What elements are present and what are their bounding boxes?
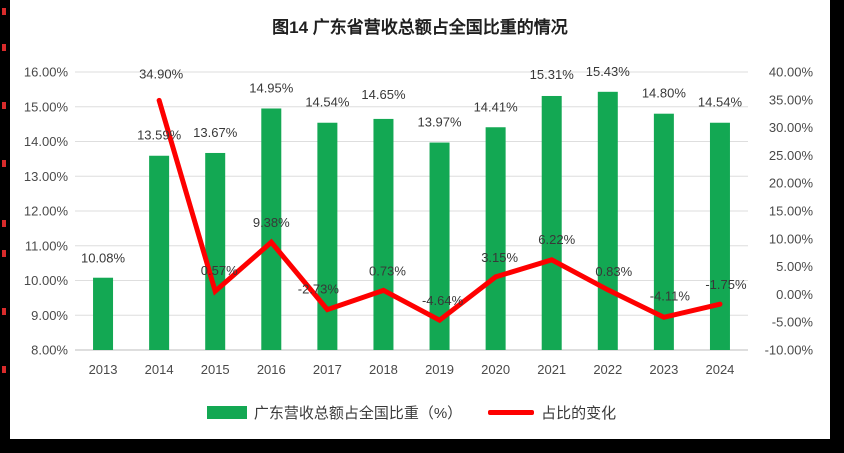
bar-2021: [541, 95, 562, 350]
svg-text:2015: 2015: [201, 362, 230, 377]
svg-text:2022: 2022: [593, 362, 622, 377]
svg-text:13.67%: 13.67%: [193, 125, 238, 140]
svg-text:-4.64%: -4.64%: [422, 293, 464, 308]
svg-text:14.80%: 14.80%: [642, 86, 687, 101]
left-axis-labels: 16.00% 15.00% 14.00% 13.00% 12.00% 11.00% 10.0…: [24, 65, 69, 358]
bar-2024: [709, 122, 730, 350]
svg-text:2023: 2023: [649, 362, 678, 377]
svg-text:0.00%: 0.00%: [776, 287, 813, 302]
svg-text:0.57%: 0.57%: [201, 263, 238, 278]
legend-item-bar: 广东营收总额占全国比重（%）: [206, 402, 463, 423]
artifact-marker: [2, 220, 6, 227]
artifact-marker: [2, 308, 6, 315]
artifact-marker: [2, 102, 6, 109]
artifact-marker: [2, 250, 6, 257]
bar-legend-swatch: [206, 406, 247, 419]
bar-2014: [149, 155, 170, 350]
svg-text:-10.00%: -10.00%: [765, 343, 814, 358]
x-axis-labels: 2013 2014 2015 2016 2017 2018 2019 2020 2021 2022…: [89, 362, 735, 377]
svg-text:13.59%: 13.59%: [137, 128, 182, 143]
svg-text:2014: 2014: [145, 362, 174, 377]
svg-text:11.00%: 11.00%: [25, 238, 69, 253]
svg-text:2016: 2016: [257, 362, 286, 377]
svg-text:16.00%: 16.00%: [24, 65, 69, 80]
svg-text:2013: 2013: [89, 362, 118, 377]
bar-2020: [485, 127, 506, 350]
svg-text:10.08%: 10.08%: [81, 251, 126, 266]
svg-text:9.00%: 9.00%: [31, 308, 68, 323]
svg-text:2024: 2024: [705, 362, 734, 377]
legend-item-line: 占比的变化: [488, 402, 616, 423]
svg-text:3.15%: 3.15%: [481, 250, 518, 265]
gridlines: [75, 71, 748, 351]
right-axis-labels: 40.00% 35.00% 30.00% 25.00% 20.00% 15.00% 10.0…: [765, 65, 814, 358]
svg-text:10.00%: 10.00%: [769, 231, 814, 246]
svg-text:8.00%: 8.00%: [31, 343, 68, 358]
bar-labels: 10.08% 13.59% 13.67% 14.95% 14.54% 14.65% 13.9…: [81, 64, 742, 266]
svg-text:34.90%: 34.90%: [139, 66, 184, 81]
svg-text:-1.75%: -1.75%: [705, 277, 747, 292]
artifact-marker: [2, 160, 6, 167]
line-legend-label: 占比的变化: [541, 405, 617, 422]
bar-2013: [93, 277, 114, 350]
svg-text:35.00%: 35.00%: [769, 92, 814, 107]
svg-text:15.00%: 15.00%: [24, 99, 69, 114]
right-border: [830, 0, 844, 453]
legend: 广东营收总额占全国比重（%） 占比的变化: [75, 402, 748, 423]
svg-text:25.00%: 25.00%: [769, 148, 814, 163]
svg-text:0.73%: 0.73%: [369, 263, 406, 278]
chart-title: 图14 广东省营收总额占全国比重的情况: [272, 18, 568, 37]
line-legend-swatch: [488, 410, 535, 415]
bar-2015: [205, 152, 226, 350]
svg-text:10.00%: 10.00%: [24, 273, 69, 288]
svg-text:2019: 2019: [425, 362, 454, 377]
bar-2017: [317, 122, 338, 350]
bottom-border: [0, 439, 844, 453]
bar-legend-label: 广东营收总额占全国比重（%）: [253, 405, 463, 422]
svg-text:12.00%: 12.00%: [24, 204, 69, 219]
svg-text:13.00%: 13.00%: [24, 169, 69, 184]
svg-text:9.38%: 9.38%: [253, 215, 290, 230]
svg-text:14.54%: 14.54%: [305, 95, 350, 110]
bars: [93, 91, 730, 351]
bar-2019: [429, 142, 450, 350]
svg-text:0.83%: 0.83%: [595, 264, 632, 279]
artifact-marker: [2, 366, 6, 373]
change-line: [156, 97, 723, 324]
svg-text:2017: 2017: [313, 362, 342, 377]
bar-2023: [653, 113, 674, 350]
svg-text:-2.73%: -2.73%: [298, 282, 340, 297]
svg-text:40.00%: 40.00%: [769, 65, 814, 80]
svg-text:30.00%: 30.00%: [769, 120, 814, 135]
svg-text:20.00%: 20.00%: [769, 176, 814, 191]
svg-text:2021: 2021: [537, 362, 566, 377]
artifact-marker: [2, 44, 6, 51]
svg-text:-4.11%: -4.11%: [650, 288, 691, 303]
svg-text:15.00%: 15.00%: [769, 204, 814, 219]
svg-text:14.95%: 14.95%: [249, 80, 294, 95]
bar-2016: [261, 108, 282, 350]
svg-text:-5.00%: -5.00%: [772, 315, 814, 330]
bar-2018: [373, 118, 394, 350]
svg-text:13.97%: 13.97%: [417, 115, 462, 130]
bar-2022: [597, 91, 618, 351]
svg-text:2018: 2018: [369, 362, 398, 377]
svg-text:5.00%: 5.00%: [776, 259, 813, 274]
svg-text:14.65%: 14.65%: [361, 87, 406, 102]
svg-text:14.00%: 14.00%: [24, 134, 69, 149]
line-labels: 34.90% 0.57% 9.38% -2.73% 0.73% -4.64% 3.15% 6.…: [139, 66, 747, 308]
svg-text:2020: 2020: [481, 362, 510, 377]
svg-text:14.54%: 14.54%: [698, 95, 743, 110]
svg-text:14.41%: 14.41%: [474, 99, 519, 114]
svg-text:15.31%: 15.31%: [530, 67, 575, 82]
artifact-marker: [2, 8, 6, 15]
svg-text:15.43%: 15.43%: [586, 64, 631, 79]
svg-text:6.22%: 6.22%: [538, 232, 575, 247]
